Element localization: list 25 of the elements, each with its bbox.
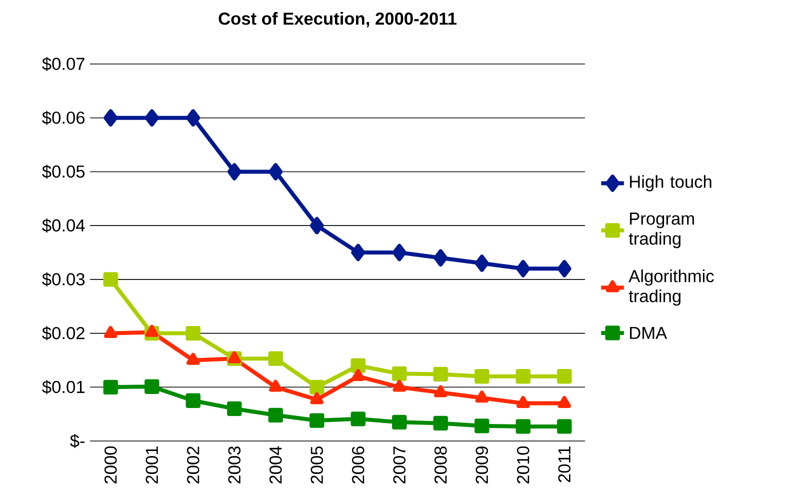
y-tick-label: $0.06 <box>42 110 85 125</box>
legend-label: High touch <box>630 175 712 192</box>
y-tick-label: $0.01 <box>42 380 84 394</box>
x-tick-label: 2008 <box>434 446 447 484</box>
x-tick-label: 2011 <box>558 446 571 482</box>
chart-title: Cost of Execution, 2000-2011 <box>218 12 456 28</box>
x-tick-label: 2002 <box>186 446 200 484</box>
y-tick-label: $0.03 <box>42 272 85 286</box>
x-tick-label: 2005 <box>310 446 324 484</box>
x-tick-label: 2006 <box>352 446 364 484</box>
y-tick-label: $- <box>70 434 85 448</box>
x-tick-label: 2003 <box>228 446 241 484</box>
legend-label: Algorithmic trading <box>628 270 714 306</box>
y-tick-label: $0.07 <box>42 56 84 72</box>
legend-label: DMA <box>630 327 668 339</box>
x-tick-label: 2010 <box>516 446 530 484</box>
x-tick-label: 2004 <box>269 446 282 484</box>
x-tick-label: 2009 <box>476 446 488 484</box>
x-tick-label: 2001 <box>146 446 158 484</box>
y-tick-label: $0.04 <box>42 218 85 233</box>
y-tick-label: $0.02 <box>42 326 84 340</box>
y-tick-label: $0.05 <box>42 164 85 179</box>
x-tick-label: 2000 <box>104 446 117 484</box>
x-tick-label: 2007 <box>393 446 406 484</box>
legend-label: Program trading <box>628 212 694 248</box>
